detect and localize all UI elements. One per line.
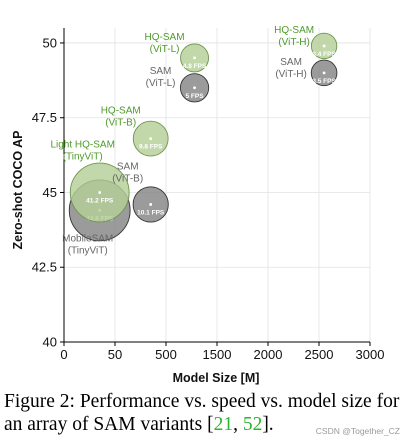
point-label-line-0-1: (ViT-H) bbox=[275, 69, 306, 80]
fps-label-7: 41.2 FPS bbox=[86, 197, 114, 204]
y-axis-label: Zero-shot COCO AP bbox=[11, 131, 25, 250]
point-label-line-7-0: Light HQ-SAM bbox=[50, 139, 114, 150]
point-label-1: HQ-SAM (ViT-H) bbox=[274, 25, 314, 48]
axes bbox=[60, 28, 371, 346]
x-tick-label-3: 1500 bbox=[203, 347, 232, 362]
point-label-line-7-1: (TinyViT) bbox=[63, 151, 103, 162]
point-label-line-5-1: (ViT-B) bbox=[105, 118, 136, 129]
citation-link-52[interactable]: 52 bbox=[242, 414, 263, 435]
x-tick-label-6: 3000 bbox=[356, 347, 385, 362]
y-tick-label-2: 45 bbox=[43, 185, 57, 200]
point-label-line-4-0: SAM bbox=[117, 161, 139, 172]
fps-label-5: 9.8 FPS bbox=[139, 144, 163, 151]
point-label-line-2-1: (ViT-L) bbox=[146, 78, 176, 89]
fps-label-1: 3.4 FPS bbox=[312, 51, 336, 58]
scatter-chart: 3.5 FPS 3.4 FPS 5 FPS 4.8 FPS 10.1 FPS 9.8 FP… bbox=[11, 25, 385, 385]
caption-end: ]. bbox=[262, 414, 274, 435]
point-label-2: SAM (ViT-L) bbox=[146, 66, 176, 89]
x-tick-label-5: 2500 bbox=[305, 347, 334, 362]
figure-caption: Figure 2: Performance vs. speed vs. mode… bbox=[4, 390, 404, 436]
point-label-4: SAM (ViT-B) bbox=[112, 161, 143, 184]
fps-label-2: 5 FPS bbox=[186, 93, 205, 100]
bubble-center-dot-1 bbox=[322, 44, 326, 48]
point-label-line-5-0: HQ-SAM bbox=[101, 106, 141, 117]
x-tick-label-1: 50 bbox=[108, 347, 122, 362]
caption-separator: , bbox=[233, 414, 243, 435]
x-tick-label-2: 500 bbox=[155, 347, 177, 362]
point-label-0: SAM (ViT-H) bbox=[275, 57, 306, 80]
point-label-line-6-0: MobileSAM bbox=[62, 233, 113, 244]
caption-text: Figure 2: Performance vs. speed vs. mode… bbox=[4, 391, 400, 435]
point-label-3: HQ-SAM (ViT-L) bbox=[145, 32, 185, 55]
bubble-center-dot-2 bbox=[193, 86, 196, 90]
y-tick-label-4: 50 bbox=[43, 35, 57, 50]
bubbles-layer: 3.5 FPS 3.4 FPS 5 FPS 4.8 FPS 10.1 FPS 9.8 FP… bbox=[68, 32, 338, 242]
point-label-line-3-0: HQ-SAM bbox=[145, 32, 185, 43]
point-label-line-3-1: (ViT-L) bbox=[150, 44, 180, 55]
fps-label-0: 3.5 FPS bbox=[312, 78, 336, 85]
point-label-line-1-0: HQ-SAM bbox=[274, 25, 314, 36]
bubble-center-dot-0 bbox=[322, 71, 326, 75]
bubble-center-dot-4 bbox=[149, 203, 153, 206]
fps-label-4: 10.1 FPS bbox=[137, 209, 165, 216]
point-label-line-4-1: (ViT-B) bbox=[112, 173, 143, 184]
point-label-line-2-0: SAM bbox=[150, 66, 172, 77]
point-label-line-1-1: (ViT-H) bbox=[278, 37, 309, 48]
point-labels: SAM (ViT-H)HQ-SAM (ViT-H)SAM (ViT-L)HQ-SAM(… bbox=[50, 25, 314, 256]
bubble-center-dot-3 bbox=[193, 56, 196, 60]
point-label-7: Light HQ-SAM (TinyViT) bbox=[50, 139, 114, 162]
fps-label-3: 4.8 FPS bbox=[183, 63, 207, 70]
y-tick-label-3: 47.5 bbox=[32, 110, 57, 125]
y-tick-label-0: 40 bbox=[43, 335, 57, 350]
tick-labels: 0 50 500 1500 2000 2500 3000 40 42.5 45 47.5 50 bbox=[32, 35, 385, 362]
bubble-center-dot-7 bbox=[98, 191, 102, 194]
x-tick-label-4: 2000 bbox=[254, 347, 283, 362]
y-tick-label-1: 42.5 bbox=[32, 260, 57, 275]
bubble-center-dot-5 bbox=[149, 137, 153, 141]
point-label-5: HQ-SAM (ViT-B) bbox=[101, 106, 141, 129]
point-label-6: MobileSAM (TinyViT) bbox=[62, 233, 113, 256]
point-label-line-6-1: (TinyViT) bbox=[68, 245, 108, 256]
point-label-line-0-0: SAM bbox=[280, 57, 302, 68]
watermark: CSDN @Together_CZ bbox=[315, 426, 400, 436]
citation-link-21[interactable]: 21 bbox=[213, 414, 234, 435]
x-axis-label: Model Size [M] bbox=[173, 371, 260, 385]
x-tick-label-0: 0 bbox=[60, 347, 67, 362]
